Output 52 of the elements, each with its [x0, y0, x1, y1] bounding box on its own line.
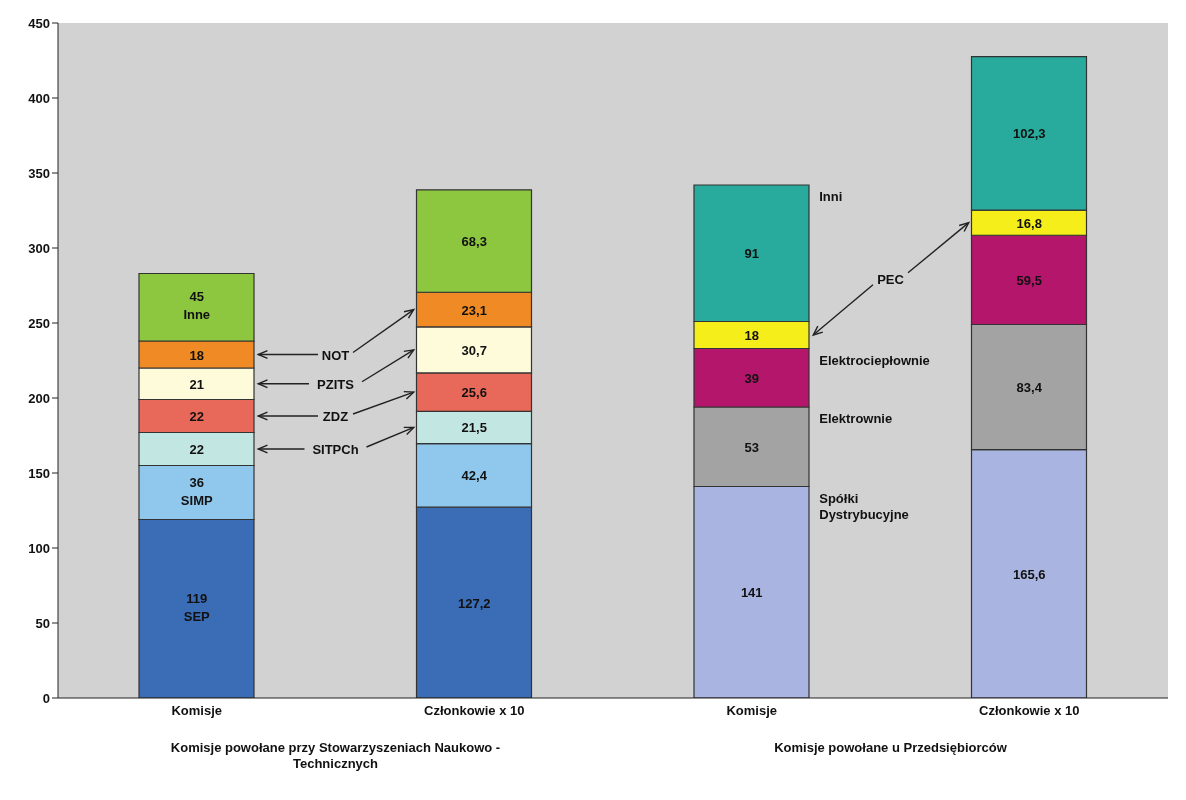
data-label: 22: [189, 442, 204, 457]
data-label: 22: [189, 409, 204, 424]
data-label: 21: [189, 376, 204, 392]
data-label: 83,4: [1016, 380, 1043, 396]
y-tick-label: 50: [35, 615, 50, 631]
data-label: 141: [740, 585, 763, 601]
data-label: 102,3: [1012, 126, 1046, 142]
text: ZDZ: [322, 409, 349, 424]
data-label: 42,4: [461, 468, 488, 484]
series-label: Elektrociepłownie: [819, 352, 930, 368]
data-label: 21,5: [461, 420, 487, 436]
y-tick-label: 0: [42, 690, 50, 706]
data-label: 59,5: [1016, 272, 1042, 288]
data-label: 127,2: [457, 595, 491, 611]
y-tick-label: 150: [28, 465, 50, 481]
series-label: Inne: [183, 307, 211, 323]
data-label: 18: [189, 347, 204, 363]
data-label: 39: [744, 370, 759, 386]
data-label: 53: [744, 439, 759, 455]
data-label: 68,3: [461, 234, 487, 250]
data-label: 16,8: [1016, 215, 1042, 231]
series-label: Spółki Dystrybucyjne: [819, 490, 909, 522]
y-tick-label: 250: [28, 315, 50, 331]
x-tick-label: Komisje: [171, 703, 223, 719]
series-label: SEP: [183, 608, 211, 624]
x-tick-label: Komisje: [726, 703, 778, 719]
text: PZITS: [317, 376, 355, 392]
y-tick-label: 300: [28, 240, 50, 256]
data-label: 91: [744, 246, 759, 262]
data-label: 36: [189, 474, 204, 490]
x-tick-label: Członkowie x 10: [979, 703, 1080, 719]
data-label: 23,1: [461, 302, 487, 318]
y-tick-label: 200: [28, 390, 50, 406]
series-label: SIMP: [180, 492, 213, 508]
text: PEC: [877, 271, 905, 287]
x-tick-label: Członkowie x 10: [424, 703, 525, 719]
data-label: 25,6: [461, 385, 487, 401]
y-tick-label: 100: [28, 540, 50, 556]
y-tick-label: 350: [28, 165, 50, 181]
data-label: 30,7: [461, 342, 487, 358]
data-label: 18: [744, 328, 759, 343]
text: NOT: [321, 347, 350, 363]
data-label: 119: [186, 590, 208, 606]
text: Komisje powołane u Przedsiębiorców: [773, 740, 1008, 756]
text: Komisje powołane przy Stowarzyszeniach Naukowo - Technicznych: [169, 740, 502, 772]
series-label: Inni: [819, 189, 843, 204]
y-tick-label: 450: [28, 15, 50, 31]
series-label: Elektrownie: [819, 411, 893, 426]
y-tick-label: 400: [28, 90, 50, 106]
text: SITPCh: [312, 442, 359, 457]
data-label: 165,6: [1012, 566, 1046, 582]
data-label: 45: [189, 289, 204, 305]
